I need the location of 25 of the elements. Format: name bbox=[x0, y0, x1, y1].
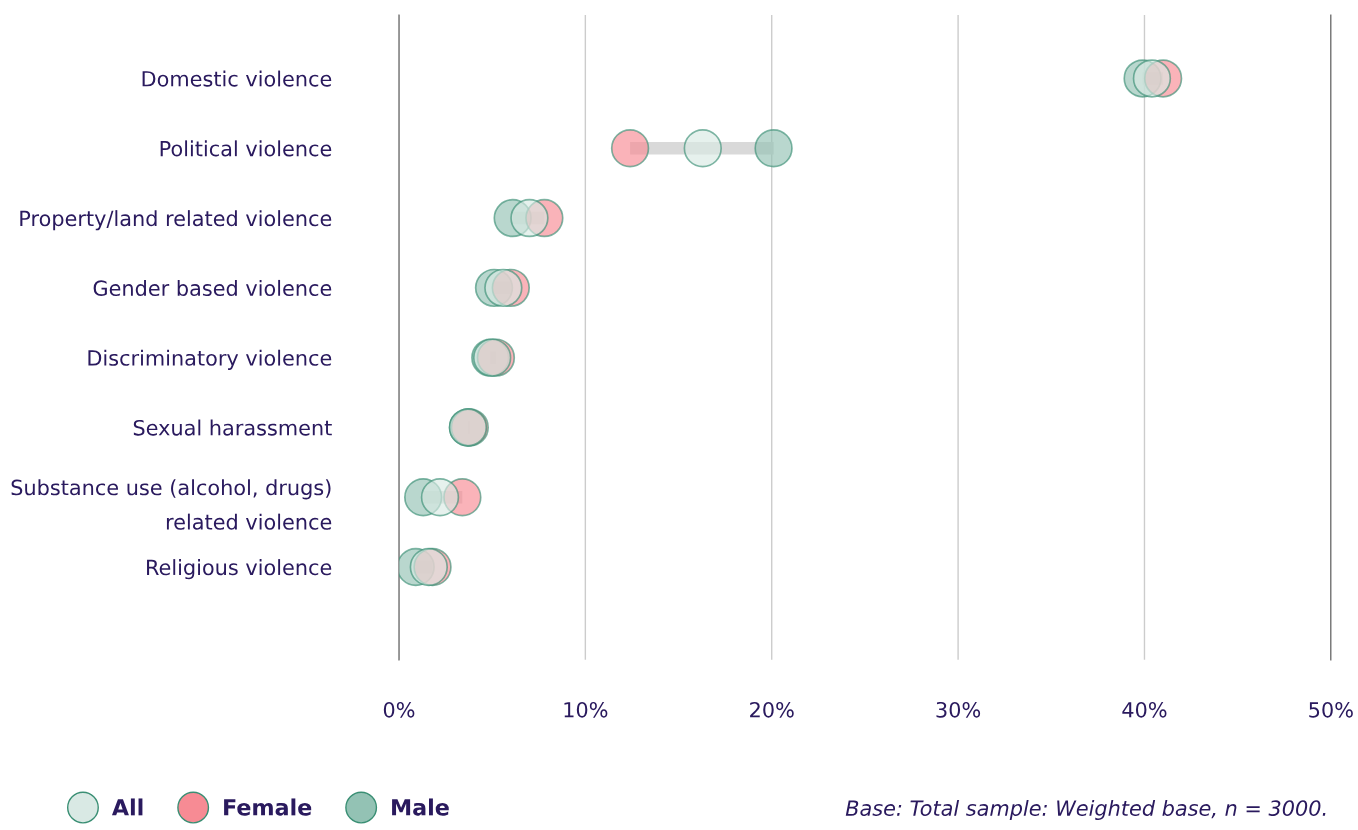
point bbox=[510, 198, 549, 238]
y-tick-label: Property/land related violence bbox=[20, 210, 332, 231]
x-tick-label: 40% bbox=[1122, 701, 1167, 718]
x-tick-label: 0% bbox=[383, 701, 415, 718]
x-tick-label: 50% bbox=[1309, 701, 1353, 718]
y-tick-label: Gender based violence bbox=[93, 279, 332, 297]
y-tick-label: Domestic violence bbox=[142, 70, 332, 87]
legend-label: All bbox=[111, 798, 143, 816]
point bbox=[1132, 59, 1172, 98]
point bbox=[754, 129, 793, 168]
y-tick-label: Discriminatory violence bbox=[88, 349, 332, 370]
point bbox=[610, 129, 650, 168]
x-tick-label: 20% bbox=[750, 701, 794, 718]
point bbox=[420, 478, 460, 517]
x-tick-label: 30% bbox=[936, 701, 981, 718]
text: Base: Total sample: Weighted base, n = 3000. bbox=[845, 799, 1326, 821]
point bbox=[683, 129, 722, 168]
point bbox=[484, 268, 523, 308]
y-tick-label: Religious violence bbox=[147, 559, 332, 580]
y-tick-label: Substance use (alcohol, drugs) related violence bbox=[11, 479, 332, 530]
legend-label: Female bbox=[224, 798, 312, 816]
legend-label: Male bbox=[392, 798, 449, 816]
x-tick-label: 10% bbox=[564, 701, 608, 718]
y-tick-label: Sexual harassment bbox=[133, 419, 332, 436]
y-tick-label: Political violence bbox=[160, 140, 332, 157]
